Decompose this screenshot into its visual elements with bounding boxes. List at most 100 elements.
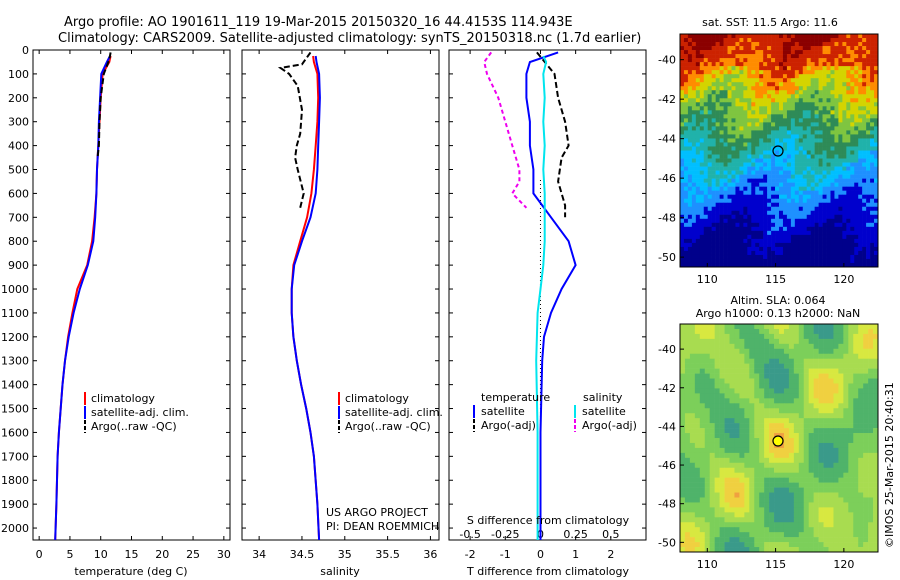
sla-cell [779,324,785,330]
difference-legend: temperature salinity satellite Argo(-adj… [473,391,637,432]
sst-cell [854,166,859,171]
sst-cell [731,50,736,55]
sla-cell [863,398,869,404]
sla-cell [863,343,869,350]
sst-cell [747,106,752,111]
sst-cell [858,46,863,51]
sst-cell [810,38,815,43]
sst-cell [842,214,847,220]
sla-cell [704,438,710,444]
sla-cell [783,447,790,454]
sst-cell [759,242,764,248]
legend-label-satellite: satellite-adj. clim. [91,406,189,419]
sst-cell [703,226,709,232]
sst-cell [747,186,752,191]
sla-cell [833,398,839,404]
sla-cell [788,324,795,330]
sst-cell [755,94,760,99]
sst-cell [850,78,855,83]
sla-cell [749,363,755,369]
sst-cell [687,114,693,119]
sst-cell [759,162,764,167]
sst-cell [699,238,705,244]
sst-cell [790,170,796,175]
sst-cell [822,154,827,159]
sla-cell [729,413,735,419]
sst-cell [842,150,847,155]
sla-cell [680,537,686,543]
sla-cell [813,358,819,364]
sst-cell [794,38,800,43]
sst-cell [842,234,847,240]
sla-cell [788,477,795,483]
sst-cell [695,106,701,111]
sst-cell [830,206,835,212]
sla-cell [783,527,790,533]
sla-cell [734,348,740,355]
sst-cell [691,182,697,187]
sst-cell [699,118,705,123]
sst-cell [683,254,689,260]
sst-cell [854,254,859,260]
sla-cell [853,542,859,548]
sst-cell [767,78,772,83]
sst-cell [771,122,776,127]
sla-cell [818,368,824,374]
sla-cell [868,517,874,523]
sst-cell [786,134,792,139]
sla-cell [764,328,770,335]
sst-cell [782,198,788,204]
sst-cell [699,114,705,119]
sla-cell [769,428,775,434]
sst-cell [743,78,748,83]
sst-cell [719,78,724,83]
sst-cell [751,58,756,63]
sst-cell [719,50,724,55]
sst-cell [695,202,701,208]
sla-cell [823,343,829,350]
sst-cell [763,98,768,103]
sst-cell [775,38,780,43]
sst-cell [727,130,732,135]
sst-cell [850,122,855,127]
sst-cell [779,150,784,155]
sst-cell [826,242,831,248]
sst-cell [751,138,756,143]
xtick-label: 1 [572,548,579,561]
sla-cell [828,328,834,335]
sst-cell [854,62,859,67]
sla-cell [729,433,735,439]
sst-cell [735,34,740,39]
xtick-top-label: -0.25 [491,528,519,541]
sst-cell [699,34,705,39]
sla-cell [684,502,691,508]
sst-cell [798,246,804,252]
sst-cell [862,210,867,216]
sst-cell [691,46,697,51]
sst-cell [691,122,697,127]
sla-cell [714,353,720,359]
sla-cell [863,393,869,399]
sla-cell [868,492,874,498]
sla-cell [823,487,829,493]
sst-cell [806,86,811,91]
sst-cell [751,158,756,163]
sla-cell [838,527,844,533]
sst-cell [711,242,716,248]
sst-cell [715,102,720,107]
sla-cell [783,433,790,439]
sla-cell [813,527,819,533]
sst-cell [870,170,875,175]
sla-cell [793,482,800,488]
sst-cell [735,238,740,244]
sla-cell [788,358,795,364]
sst-cell [810,258,815,264]
sla-cell [833,388,839,394]
sla-cell [813,328,819,335]
sst-cell [826,106,831,111]
sst-cell [782,238,788,244]
sst-cell [838,134,843,139]
sla-cell [774,428,780,434]
sla-cell [764,522,770,528]
